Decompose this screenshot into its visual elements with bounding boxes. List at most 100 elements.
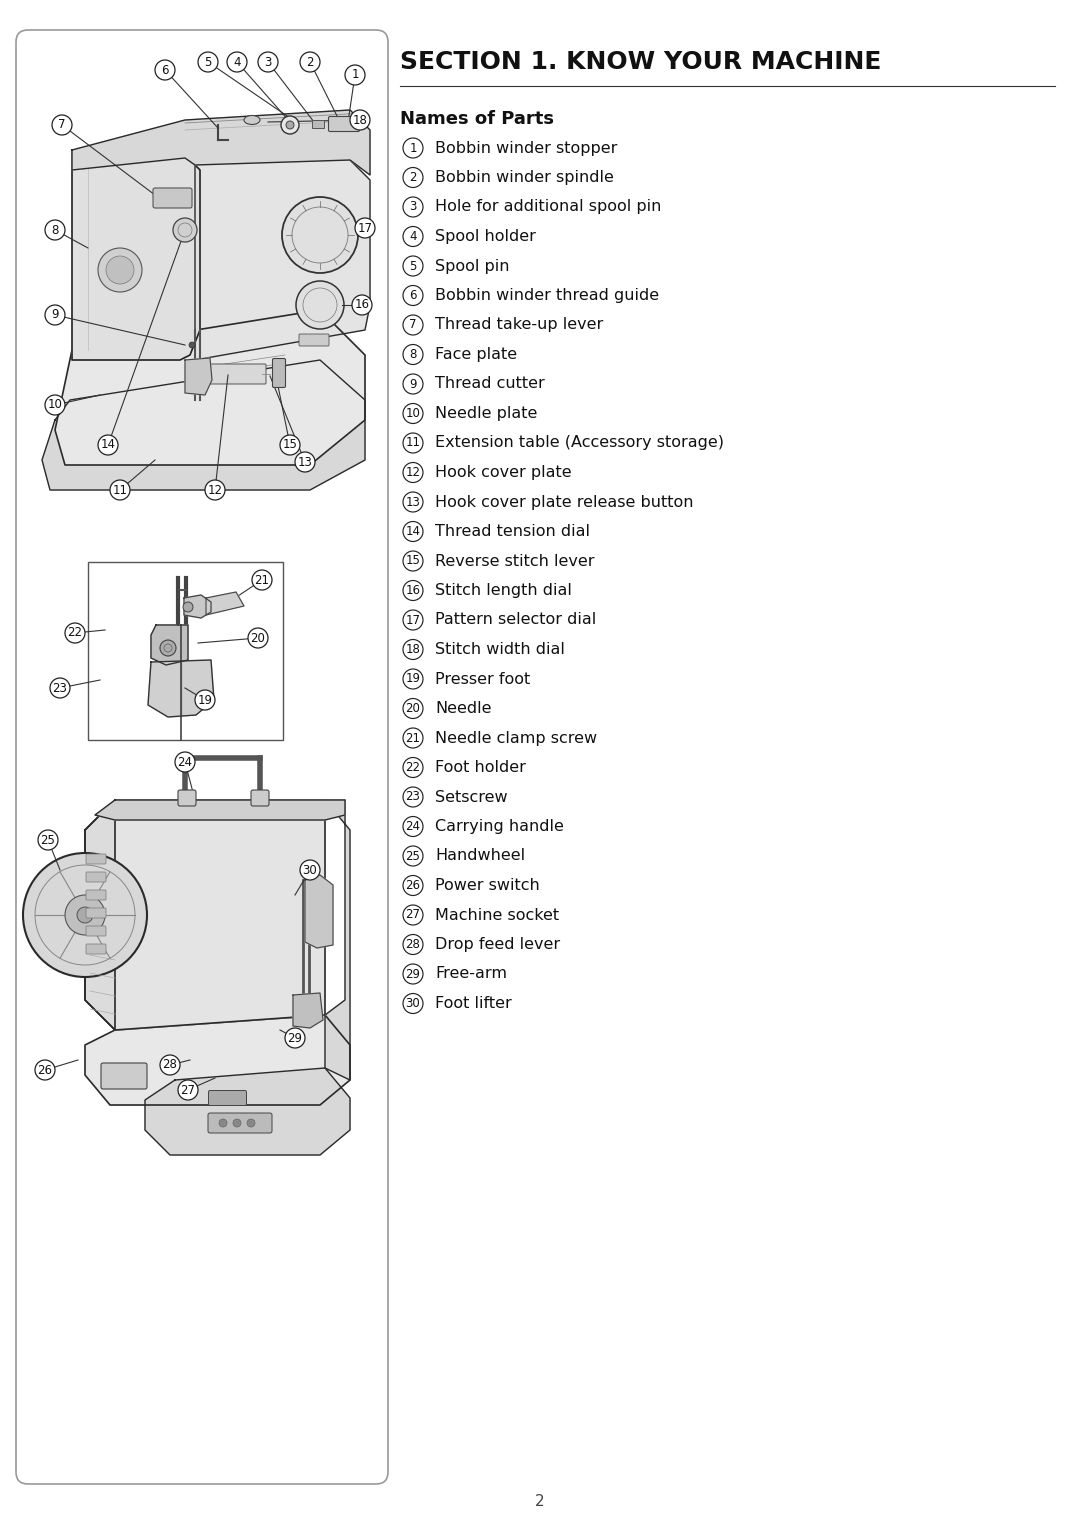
FancyBboxPatch shape xyxy=(102,1064,147,1090)
Text: Bobbin winder stopper: Bobbin winder stopper xyxy=(435,140,618,156)
FancyBboxPatch shape xyxy=(87,562,283,740)
Text: Face plate: Face plate xyxy=(435,346,517,362)
Circle shape xyxy=(352,295,372,314)
Text: 3: 3 xyxy=(409,200,417,214)
Text: 10: 10 xyxy=(406,407,420,420)
Circle shape xyxy=(65,623,85,642)
FancyBboxPatch shape xyxy=(86,908,106,919)
Circle shape xyxy=(285,1029,305,1048)
Circle shape xyxy=(183,601,193,612)
Text: Drop feed lever: Drop feed lever xyxy=(435,937,561,952)
Circle shape xyxy=(198,52,218,72)
Text: 19: 19 xyxy=(405,673,420,685)
Polygon shape xyxy=(85,800,325,1030)
Polygon shape xyxy=(148,661,214,717)
Text: 3: 3 xyxy=(265,55,272,69)
Text: 5: 5 xyxy=(204,55,212,69)
Circle shape xyxy=(233,1119,241,1128)
Text: SECTION 1. KNOW YOUR MACHINE: SECTION 1. KNOW YOUR MACHINE xyxy=(400,50,881,73)
Polygon shape xyxy=(72,150,200,360)
Text: Thread take-up lever: Thread take-up lever xyxy=(435,317,604,333)
Circle shape xyxy=(247,1119,255,1128)
Text: 24: 24 xyxy=(405,819,420,833)
Text: Hole for additional spool pin: Hole for additional spool pin xyxy=(435,200,661,215)
FancyBboxPatch shape xyxy=(16,31,388,1483)
Circle shape xyxy=(205,481,225,501)
Circle shape xyxy=(248,629,268,649)
FancyBboxPatch shape xyxy=(328,116,360,131)
Text: 21: 21 xyxy=(255,574,270,586)
Text: 12: 12 xyxy=(405,465,420,479)
Circle shape xyxy=(52,114,72,134)
Circle shape xyxy=(219,1119,227,1128)
Text: 11: 11 xyxy=(405,436,420,450)
Text: 18: 18 xyxy=(406,642,420,656)
FancyBboxPatch shape xyxy=(312,121,324,128)
FancyBboxPatch shape xyxy=(86,945,106,954)
Circle shape xyxy=(286,121,294,130)
FancyBboxPatch shape xyxy=(153,188,192,208)
Text: 26: 26 xyxy=(38,1064,53,1076)
Circle shape xyxy=(98,435,118,455)
Circle shape xyxy=(345,66,365,85)
Text: Foot lifter: Foot lifter xyxy=(435,996,512,1012)
Circle shape xyxy=(227,52,247,72)
Text: 5: 5 xyxy=(409,259,417,273)
Text: 13: 13 xyxy=(406,496,420,508)
Circle shape xyxy=(258,52,278,72)
Text: Needle clamp screw: Needle clamp screw xyxy=(435,731,597,746)
Text: Needle: Needle xyxy=(435,700,491,716)
Text: 1: 1 xyxy=(351,69,359,81)
FancyBboxPatch shape xyxy=(272,359,285,388)
Polygon shape xyxy=(195,160,370,360)
Circle shape xyxy=(45,305,65,325)
Text: 23: 23 xyxy=(53,682,67,694)
Text: 26: 26 xyxy=(405,879,420,893)
Polygon shape xyxy=(305,874,333,948)
Text: Pattern selector dial: Pattern selector dial xyxy=(435,612,596,627)
Circle shape xyxy=(296,281,345,330)
Text: Spool pin: Spool pin xyxy=(435,258,510,273)
Text: 4: 4 xyxy=(233,55,241,69)
Text: 6: 6 xyxy=(161,64,168,76)
Polygon shape xyxy=(85,1015,350,1105)
FancyBboxPatch shape xyxy=(208,1091,246,1105)
Text: Thread cutter: Thread cutter xyxy=(435,377,544,392)
Text: 2: 2 xyxy=(409,171,417,185)
Text: 21: 21 xyxy=(405,731,420,745)
Text: Needle plate: Needle plate xyxy=(435,406,538,421)
Text: Reverse stitch lever: Reverse stitch lever xyxy=(435,554,594,569)
Text: 22: 22 xyxy=(67,627,82,639)
Text: Spool holder: Spool holder xyxy=(435,229,536,244)
FancyBboxPatch shape xyxy=(251,790,269,806)
Circle shape xyxy=(280,435,300,455)
Text: 7: 7 xyxy=(58,119,66,131)
FancyBboxPatch shape xyxy=(199,365,266,385)
Text: 20: 20 xyxy=(406,702,420,716)
Text: 1: 1 xyxy=(409,142,417,154)
Circle shape xyxy=(77,906,93,923)
Text: Extension table (Accessory storage): Extension table (Accessory storage) xyxy=(435,435,724,450)
Text: Hook cover plate release button: Hook cover plate release button xyxy=(435,494,693,510)
Circle shape xyxy=(65,896,105,935)
Circle shape xyxy=(252,571,272,591)
Text: Foot holder: Foot holder xyxy=(435,760,526,775)
Text: 6: 6 xyxy=(409,288,417,302)
FancyBboxPatch shape xyxy=(86,871,106,882)
Text: 24: 24 xyxy=(177,755,192,769)
Circle shape xyxy=(350,110,370,130)
Circle shape xyxy=(300,52,320,72)
Text: 28: 28 xyxy=(163,1059,177,1071)
Text: Power switch: Power switch xyxy=(435,877,540,893)
Text: 29: 29 xyxy=(287,1032,302,1044)
Text: 8: 8 xyxy=(52,223,58,237)
Circle shape xyxy=(98,249,141,291)
Circle shape xyxy=(45,220,65,240)
Text: 14: 14 xyxy=(405,525,420,539)
Text: Hook cover plate: Hook cover plate xyxy=(435,465,571,481)
Polygon shape xyxy=(325,800,350,1080)
Text: 25: 25 xyxy=(406,850,420,862)
Circle shape xyxy=(173,218,197,243)
Text: 4: 4 xyxy=(409,230,417,243)
Polygon shape xyxy=(185,359,212,395)
